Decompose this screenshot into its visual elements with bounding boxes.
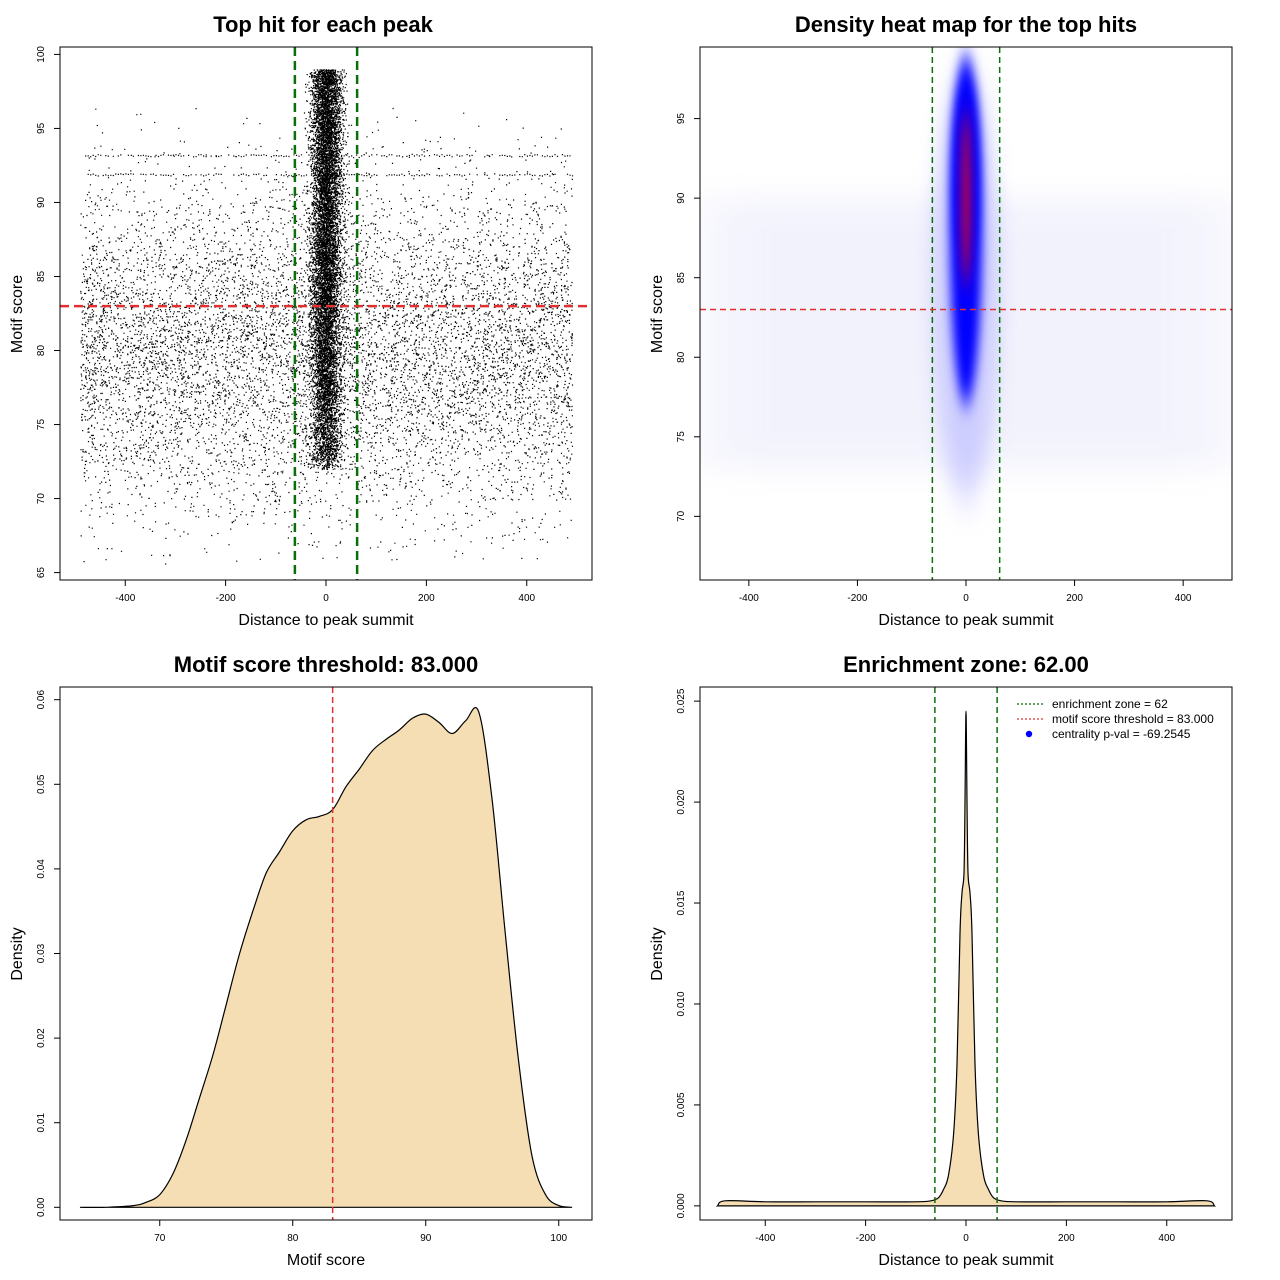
heatmap-red-hotspot <box>962 110 970 286</box>
enrichment-density-x-tick-label: 200 <box>1058 1233 1075 1244</box>
score-density-y-tick-label: 0.02 <box>36 1028 47 1048</box>
score-density-area <box>79 706 573 1209</box>
heatmap-y-tick-label: 90 <box>676 192 687 204</box>
enrichment-density-y-tick-label: 0.015 <box>676 890 687 915</box>
enrichment-density-x-tick-label: 0 <box>963 1233 969 1244</box>
scatter-x-tick-label: -200 <box>216 593 236 604</box>
scatter-y-tick-label: 90 <box>36 196 47 208</box>
heatmap-y-tick-label: 85 <box>676 272 687 284</box>
scatter-x-tick-label: 0 <box>323 593 329 604</box>
heatmap-x-tick-label: 200 <box>1066 593 1083 604</box>
heatmap-panel: Density heat map for the top hits -400 -2… <box>649 12 1233 629</box>
heatmap-y-tick-label: 80 <box>676 351 687 363</box>
heatmap-y-label: Motif score <box>649 275 666 353</box>
heatmap-x-tick-label: 0 <box>963 593 969 604</box>
enrichment-density-reference-lines <box>934 687 998 1220</box>
score-density-x-tick-label: 100 <box>550 1233 567 1244</box>
heatmap-x-tick-label: -200 <box>847 593 867 604</box>
score-density-y-label: Density <box>9 927 26 980</box>
heatmap-axes: -400 -200 0 200 400 70 75 80 85 90 95 <box>676 113 1192 604</box>
scatter-points <box>80 69 574 565</box>
scatter-x-label: Distance to peak summit <box>238 612 414 629</box>
enrichment-density-y-tick-label: 0.020 <box>676 789 687 814</box>
score-density-x-label: Motif score <box>287 1252 365 1269</box>
scatter-x-tick-label: 200 <box>418 593 435 604</box>
scatter-panel: Top hit for each peak -400 -200 0 200 400 65 7… <box>9 12 593 629</box>
score-density-curve <box>79 706 573 1209</box>
enrichment-density-panel: Enrichment zone: 62.00 -400 -200 0 200 400 0.… <box>649 652 1233 1269</box>
legend-zone-label: enrichment zone = 62 <box>1052 697 1168 711</box>
heatmap-y-tick-label: 70 <box>676 510 687 522</box>
heatmap-title: Density heat map for the top hits <box>795 12 1137 37</box>
heatmap-density <box>700 54 1232 500</box>
score-density-x-tick-label: 90 <box>420 1233 432 1244</box>
heatmap-y-tick-label: 75 <box>676 431 687 443</box>
scatter-reference-lines <box>60 47 592 580</box>
score-density-title: Motif score threshold: 83.000 <box>174 652 478 677</box>
score-density-y-tick-label: 0.00 <box>36 1197 47 1217</box>
enrichment-density-axes: -400 -200 0 200 400 0.000 0.005 0.010 0.015 0.020… <box>676 688 1176 1244</box>
score-density-x-tick-label: 70 <box>154 1233 166 1244</box>
enrichment-density-x-tick-label: -400 <box>755 1233 775 1244</box>
enrichment-density-curve <box>715 710 1217 1207</box>
legend-pval-label: centrality p-val = -69.2545 <box>1052 727 1191 741</box>
score-density-axes: 70 80 90 100 0.00 0.01 0.02 0.03 0.04 0.05 0.06 <box>36 690 568 1244</box>
heatmap-reference-lines <box>700 47 1232 580</box>
enrichment-density-y-tick-label: 0.025 <box>676 688 687 713</box>
score-density-y-tick-label: 0.04 <box>36 859 47 879</box>
enrichment-density-y-label: Density <box>649 927 666 980</box>
scatter-y-tick-label: 75 <box>36 419 47 431</box>
scatter-y-tick-label: 65 <box>36 567 47 579</box>
enrichment-density-area <box>715 710 1217 1207</box>
legend-threshold-label: motif score threshold = 83.000 <box>1052 712 1214 726</box>
score-density-y-tick-label: 0.03 <box>36 943 47 963</box>
scatter-point-cloud <box>80 69 574 565</box>
enrichment-density-y-tick-label: 0.005 <box>676 1092 687 1117</box>
scatter-y-tick-label: 85 <box>36 270 47 282</box>
scatter-y-tick-label: 80 <box>36 345 47 357</box>
heatmap-x-tick-label: 400 <box>1175 593 1192 604</box>
heatmap-x-label: Distance to peak summit <box>878 612 1054 629</box>
enrichment-density-title: Enrichment zone: 62.00 <box>843 652 1089 677</box>
scatter-y-tick-label: 70 <box>36 493 47 505</box>
score-density-panel: Motif score threshold: 83.000 70 80 90 100 0… <box>9 652 593 1269</box>
legend: enrichment zone = 62 motif score thresho… <box>1017 697 1214 741</box>
scatter-y-tick-label: 100 <box>36 46 47 63</box>
enrichment-density-x-tick-label: -200 <box>856 1233 876 1244</box>
score-density-x-tick-label: 80 <box>287 1233 299 1244</box>
enrichment-density-x-tick-label: 400 <box>1158 1233 1175 1244</box>
enrichment-density-y-tick-label: 0.010 <box>676 991 687 1016</box>
score-density-y-tick-label: 0.06 <box>36 690 47 710</box>
scatter-title: Top hit for each peak <box>213 12 433 37</box>
enrichment-density-y-tick-label: 0.000 <box>676 1193 687 1218</box>
heatmap-x-tick-label: -400 <box>739 593 759 604</box>
scatter-y-tick-label: 95 <box>36 122 47 134</box>
score-density-y-tick-label: 0.05 <box>36 774 47 794</box>
scatter-y-label: Motif score <box>9 275 26 353</box>
heatmap-y-tick-label: 95 <box>676 113 687 125</box>
enrichment-density-x-label: Distance to peak summit <box>878 1252 1054 1269</box>
scatter-x-tick-label: 400 <box>518 593 535 604</box>
score-density-y-tick-label: 0.01 <box>36 1113 47 1133</box>
scatter-axes: -400 -200 0 200 400 65 70 75 80 85 90 95 100 <box>36 46 536 604</box>
scatter-x-tick-label: -400 <box>115 593 135 604</box>
legend-pval-dot <box>1025 730 1033 738</box>
